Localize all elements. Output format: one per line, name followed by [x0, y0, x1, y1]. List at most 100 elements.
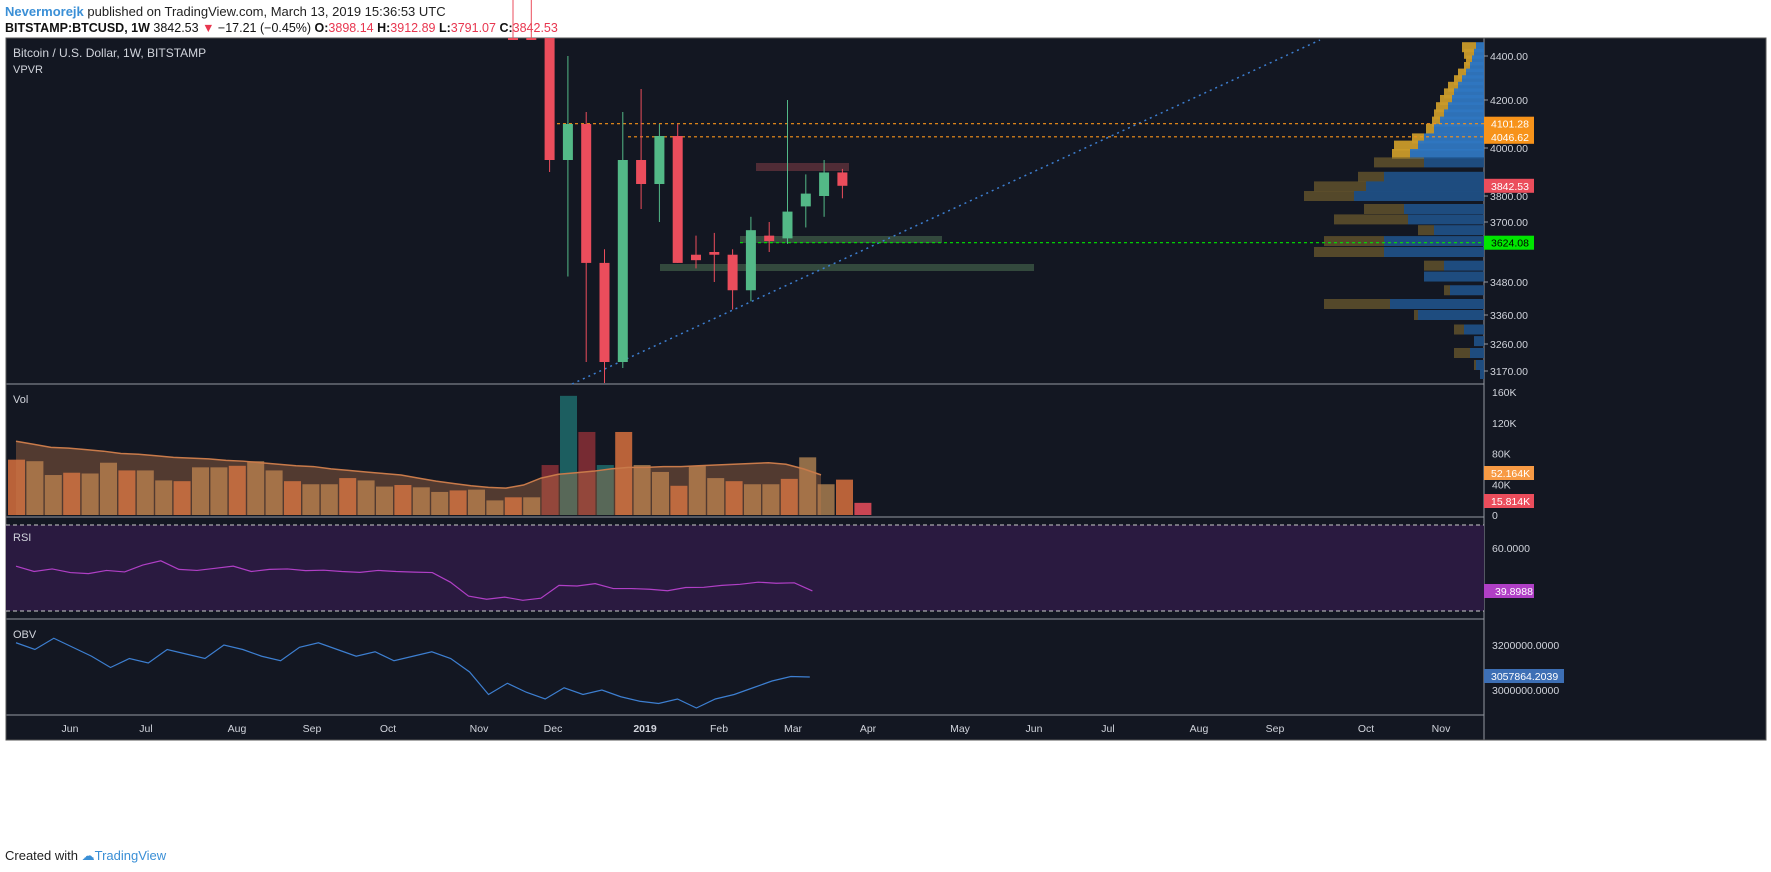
vpvr-sell-bar: [1448, 81, 1458, 92]
rsi-line: [15, 560, 813, 601]
tradingview-link[interactable]: TradingView: [94, 848, 167, 863]
vpvr-sell-bar: [1304, 191, 1354, 201]
candle-body: [764, 235, 775, 242]
vpvr-sell-bar: [1466, 55, 1472, 66]
y-tick-label: 4400.00: [1490, 51, 1528, 63]
vpvr-sell-bar: [1374, 157, 1424, 168]
x-tick-label: Mar: [784, 723, 803, 735]
x-tick-label: Nov: [1432, 723, 1451, 735]
vpvr-buy-bar: [1444, 260, 1484, 271]
price-label-text: 4101.28: [1491, 119, 1529, 131]
x-tick-label: Oct: [1358, 723, 1374, 735]
vpvr-sell-bar: [1474, 360, 1476, 370]
vpvr-buy-bar: [1452, 95, 1484, 105]
volume-bar: [8, 459, 25, 515]
candle-body: [819, 172, 830, 196]
author-link[interactable]: Nevermorejk: [5, 4, 84, 19]
candle-body: [691, 254, 701, 261]
vpvr-sell-bar: [1434, 109, 1444, 120]
obv-label: 3057864.2039: [1491, 671, 1558, 683]
open-value: 3898.14: [328, 21, 374, 35]
y-tick-label: 3480.00: [1490, 277, 1528, 289]
y-tick-label: 3360.00: [1490, 310, 1528, 322]
volume-bar: [560, 395, 577, 515]
x-tick-label: Jul: [139, 723, 152, 735]
vpvr-buy-bar: [1462, 75, 1484, 86]
volume-bar: [836, 479, 853, 515]
rsi-tick-label: 60.0000: [1492, 543, 1530, 555]
volume-bar: [744, 484, 761, 515]
vpvr-sell-bar: [1440, 95, 1452, 105]
x-tick-label: Dec: [544, 723, 563, 735]
volume-bar: [118, 470, 136, 515]
volume-tick-label: 80K: [1492, 449, 1511, 461]
vpvr-buy-bar: [1476, 360, 1484, 370]
last-price: 3842.53: [153, 21, 199, 35]
x-tick-label: Apr: [860, 723, 877, 735]
vpvr-sell-bar: [1464, 48, 1474, 59]
volume-bar: [523, 497, 541, 515]
vpvr-buy-bar: [1480, 369, 1484, 379]
volume-bar: [449, 490, 467, 515]
candle-body: [599, 262, 610, 362]
vpvr-buy-bar: [1418, 310, 1484, 320]
candle-body: [562, 124, 573, 160]
x-tick-label: Sep: [303, 723, 322, 735]
candle-body: [544, 38, 555, 160]
vpvr-buy-bar: [1458, 81, 1484, 92]
ohlc-line: BITSTAMP:BTCUSD, 1W 3842.53 ▼ −17.21 (−0…: [5, 21, 558, 35]
price-change: −17.21 (−0.45%): [217, 21, 312, 35]
volume-bar: [468, 489, 485, 515]
vpvr-sell-bar: [1364, 204, 1404, 214]
x-tick-label: Jul: [1101, 723, 1114, 735]
vpvr-buy-bar: [1464, 324, 1484, 335]
vpvr-sell-bar: [1436, 102, 1448, 113]
volume-bar: [486, 500, 504, 515]
obv-tick-label: 3200000.0000: [1492, 640, 1559, 652]
vpvr-sell-bar: [1454, 324, 1464, 335]
x-tick-label: 2019: [633, 723, 657, 735]
volume-bar: [63, 472, 81, 515]
vpvr-sell-bar: [1314, 181, 1366, 192]
volume-bar: [670, 485, 688, 515]
chart-svg[interactable]: Bitcoin / U.S. Dollar, 1W, BITSTAMP VPVR 4…: [0, 0, 1771, 845]
resistance-zone: [756, 163, 849, 171]
support-zone-1: [740, 236, 942, 243]
low-label: L:: [438, 21, 451, 35]
y-tick-label: 4000.00: [1490, 143, 1528, 155]
x-tick-label: Aug: [228, 723, 247, 735]
volume-ma-line: [15, 440, 822, 489]
close-value: 3842.53: [512, 21, 558, 35]
tradingview-logo-icon: ☁: [81, 848, 95, 863]
volume-tick-label: 120K: [1492, 418, 1517, 430]
vpvr-sell-bar: [1464, 62, 1470, 72]
vpvr-sell-bar: [1454, 348, 1470, 358]
volume-bar: [431, 491, 449, 515]
volume-bar: [81, 473, 99, 515]
vpvr-buy-bar: [1440, 116, 1484, 127]
volume-bar: [192, 467, 209, 515]
high-label: H:: [377, 21, 391, 35]
volume-bar: [136, 470, 154, 515]
rsi-band: [6, 525, 1484, 611]
close-label: C:: [499, 21, 513, 35]
candle-body: [636, 160, 647, 184]
candle-body: [727, 254, 738, 291]
vpvr-buy-bar: [1424, 133, 1484, 144]
support-zone-2: [660, 264, 1034, 271]
candle-body: [508, 38, 518, 40]
vpvr-buy-bar: [1384, 171, 1484, 182]
volume-bar: [652, 471, 669, 515]
vpvr-buy-bar: [1424, 271, 1484, 282]
vpvr-buy-bar: [1474, 48, 1484, 59]
x-tick-label: Jun: [62, 723, 79, 735]
volume-label-box: [1484, 494, 1534, 508]
volume-tick-label: 0: [1492, 510, 1498, 522]
y-tick-label: 3170.00: [1490, 366, 1528, 378]
volume-bar: [173, 481, 191, 515]
volume-bar: [302, 484, 320, 515]
publish-line: Nevermorejk published on TradingView.com…: [5, 4, 446, 19]
y-tick-label: 4200.00: [1490, 95, 1528, 107]
volume-bar: [100, 462, 117, 515]
price-label-box: [1484, 129, 1534, 144]
